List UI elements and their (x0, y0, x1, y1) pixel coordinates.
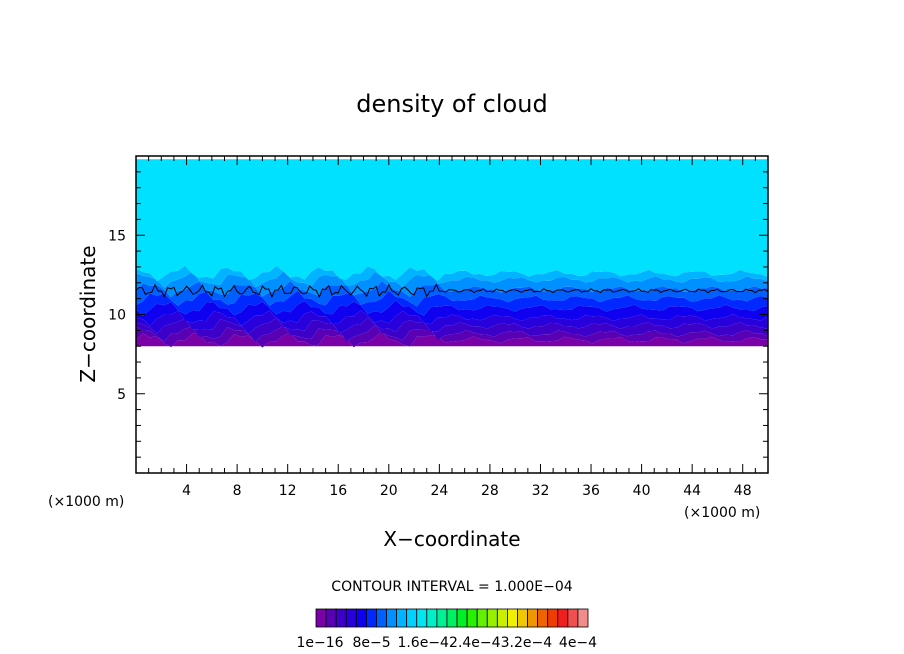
x-axis-title: X−coordinate (383, 527, 520, 551)
y-tick-label: 10 (108, 308, 126, 324)
density-band (136, 159, 768, 282)
x-tick-label: 24 (430, 483, 448, 499)
colorbar-swatch (315, 608, 327, 628)
colorbar-label: 3.2e−4 (501, 635, 553, 651)
colorbar-swatch (386, 608, 397, 628)
density-band (136, 271, 768, 298)
contour-interval-label: CONTOUR INTERVAL = 1.000E−04 (331, 579, 572, 595)
colorbar-swatch (496, 608, 508, 628)
colorbar-swatch (517, 608, 528, 628)
colorbar-swatch (365, 608, 377, 628)
x-tick-label: 28 (481, 483, 499, 499)
colorbar-swatch (376, 608, 387, 628)
colorbar-swatch (416, 608, 428, 628)
x-unit-label-right: (×1000 m) (684, 505, 760, 521)
x-tick-label: 20 (380, 483, 398, 499)
y-axis: 5 10 15 (108, 171, 768, 458)
density-band (136, 290, 768, 316)
density-field (136, 159, 768, 348)
colorbar-swatch (537, 608, 549, 628)
colorbar-label: 1.6e−4 (397, 635, 449, 651)
density-band (136, 317, 768, 342)
contour-lines (135, 283, 769, 299)
density-band (136, 325, 768, 348)
y-tick-label: 15 (108, 228, 126, 244)
colorbar-swatch (335, 608, 347, 628)
colorbar-swatch (557, 608, 569, 628)
density-band (136, 310, 768, 334)
chart-title: density of cloud (356, 90, 547, 118)
x-tick-label: 40 (633, 483, 651, 499)
colorbar-swatch (396, 608, 408, 628)
colorbar-swatch (507, 608, 518, 628)
colorbar-swatch (466, 608, 478, 628)
colorbar-swatch (577, 608, 589, 628)
colorbar (315, 608, 589, 628)
x-tick-label: 32 (532, 483, 550, 499)
x-axis: 4 8 12 16 20 24 28 32 36 40 44 48 (148, 156, 756, 499)
colorbar-label: 4e−4 (559, 635, 597, 651)
x-tick-label: 4 (182, 483, 191, 499)
colorbar-swatch (345, 608, 357, 628)
y-axis-title: Z−coordinate (76, 245, 100, 382)
colorbar-swatch (426, 608, 438, 628)
colorbar-swatch (436, 608, 448, 628)
density-band (136, 265, 768, 288)
colorbar-labels: 1e−16 8e−5 1.6e−4 2.4e−4 3.2e−4 4e−4 (296, 635, 597, 651)
x-tick-label: 16 (329, 483, 347, 499)
density-band (136, 300, 768, 326)
colorbar-swatch (406, 608, 418, 628)
contour-line (135, 283, 769, 299)
x-tick-label: 8 (233, 483, 242, 499)
colorbar-swatch (567, 608, 579, 628)
colorbar-swatch (527, 608, 539, 628)
colorbar-swatch (355, 608, 367, 628)
colorbar-swatch (446, 608, 458, 628)
colorbar-swatch (486, 608, 498, 628)
colorbar-label: 8e−5 (353, 635, 391, 651)
x-tick-label: 48 (734, 483, 752, 499)
x-tick-label: 12 (279, 483, 297, 499)
colorbar-swatch (456, 608, 468, 628)
x-tick-label: 44 (683, 483, 701, 499)
colorbar-swatch (325, 608, 337, 628)
colorbar-label: 2.4e−4 (449, 635, 501, 651)
colorbar-swatch (476, 608, 488, 628)
x-tick-label: 36 (582, 483, 600, 499)
x-unit-label-left: (×1000 m) (48, 494, 124, 510)
y-tick-label: 5 (117, 387, 126, 403)
colorbar-label: 1e−16 (296, 635, 343, 651)
colorbar-swatch (547, 608, 559, 628)
density-band (136, 331, 768, 348)
